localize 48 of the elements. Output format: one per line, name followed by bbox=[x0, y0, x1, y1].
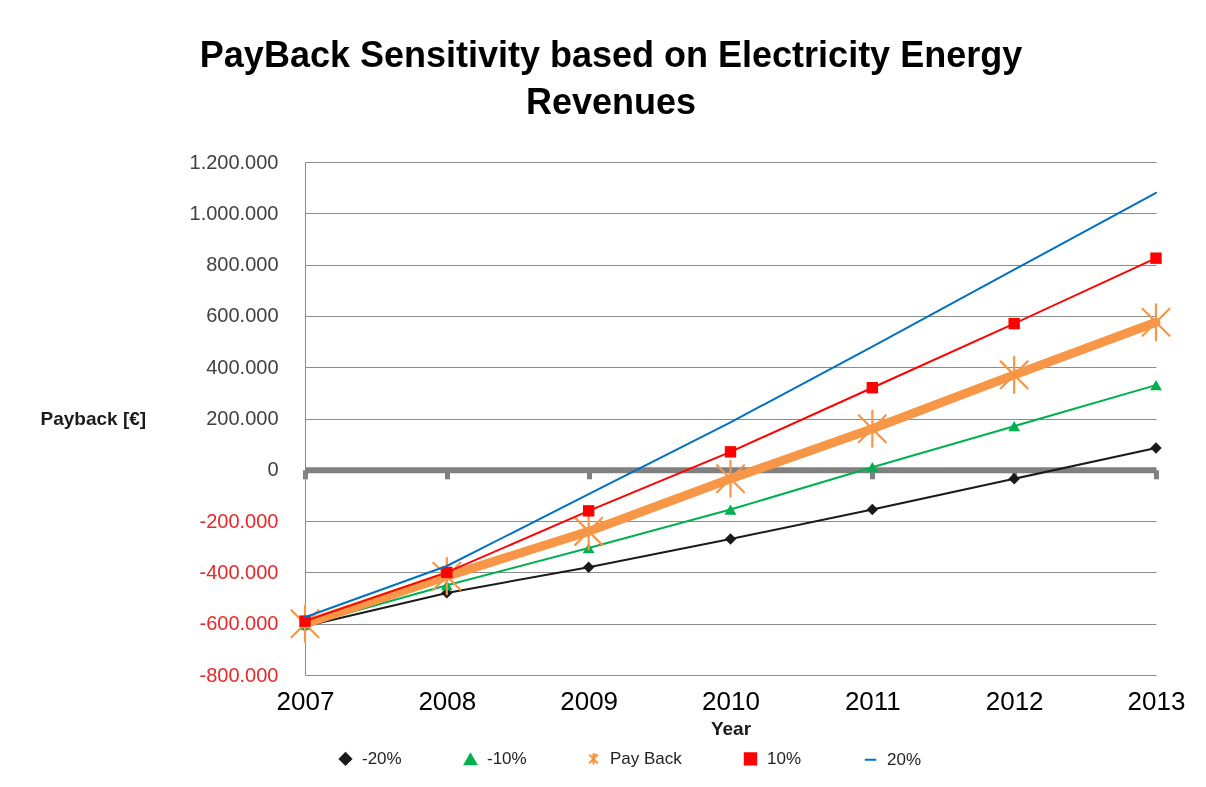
point bbox=[1008, 317, 1020, 330]
point bbox=[715, 459, 746, 498]
y-tick-label: 0 bbox=[267, 458, 279, 481]
y-tick-label: 1.200.000 bbox=[189, 150, 279, 173]
point bbox=[582, 505, 595, 517]
point bbox=[441, 566, 453, 579]
point bbox=[999, 355, 1029, 395]
point bbox=[1150, 252, 1162, 264]
y-tick-label: -200.000 bbox=[199, 509, 279, 532]
y-tick-label: -400.000 bbox=[199, 560, 279, 583]
point bbox=[866, 462, 879, 473]
x-tick-label: 2012 bbox=[985, 685, 1044, 716]
legend-label: 20% bbox=[887, 749, 922, 769]
y-tick-label: 600.000 bbox=[206, 304, 279, 327]
chart-title: PayBack Sensitivity based on Electricity Energy Revenues bbox=[199, 34, 1023, 122]
legend-label: -10% bbox=[487, 749, 527, 769]
point bbox=[1008, 473, 1020, 485]
point bbox=[1008, 421, 1021, 432]
point bbox=[866, 382, 879, 394]
point bbox=[1150, 380, 1162, 391]
x-tick-label: 2009 bbox=[560, 685, 619, 716]
point bbox=[866, 503, 879, 516]
legend-label: Pay Back bbox=[610, 748, 683, 768]
point bbox=[724, 533, 737, 545]
y-tick-label: -800.000 bbox=[199, 663, 279, 686]
y-tick-label: -600.000 bbox=[199, 612, 279, 635]
point bbox=[432, 557, 462, 596]
x-tick-label: 2007 bbox=[276, 685, 335, 716]
point bbox=[724, 504, 737, 515]
point bbox=[857, 409, 887, 448]
point bbox=[290, 604, 320, 643]
point bbox=[299, 615, 311, 627]
x-tick-label: 2013 bbox=[1127, 685, 1186, 716]
y-tick-label: 800.000 bbox=[206, 253, 279, 276]
x-tick-label: 2011 bbox=[844, 685, 901, 716]
x-tick-label: 2010 bbox=[702, 685, 760, 716]
y-tick-label: 200.000 bbox=[206, 407, 279, 429]
x-tick-label: 2008 bbox=[418, 685, 477, 716]
point bbox=[582, 561, 595, 573]
y-tick-label: 400.000 bbox=[206, 355, 279, 378]
y-axis-title: Payback [€] bbox=[40, 408, 147, 429]
point bbox=[1141, 303, 1171, 342]
x-axis-title: Year bbox=[710, 717, 752, 739]
y-tick-label: 1.000.000 bbox=[189, 201, 279, 224]
legend-label: 10% bbox=[767, 748, 802, 768]
point bbox=[724, 446, 737, 458]
legend-label: -20% bbox=[362, 748, 402, 768]
point bbox=[1150, 442, 1162, 454]
